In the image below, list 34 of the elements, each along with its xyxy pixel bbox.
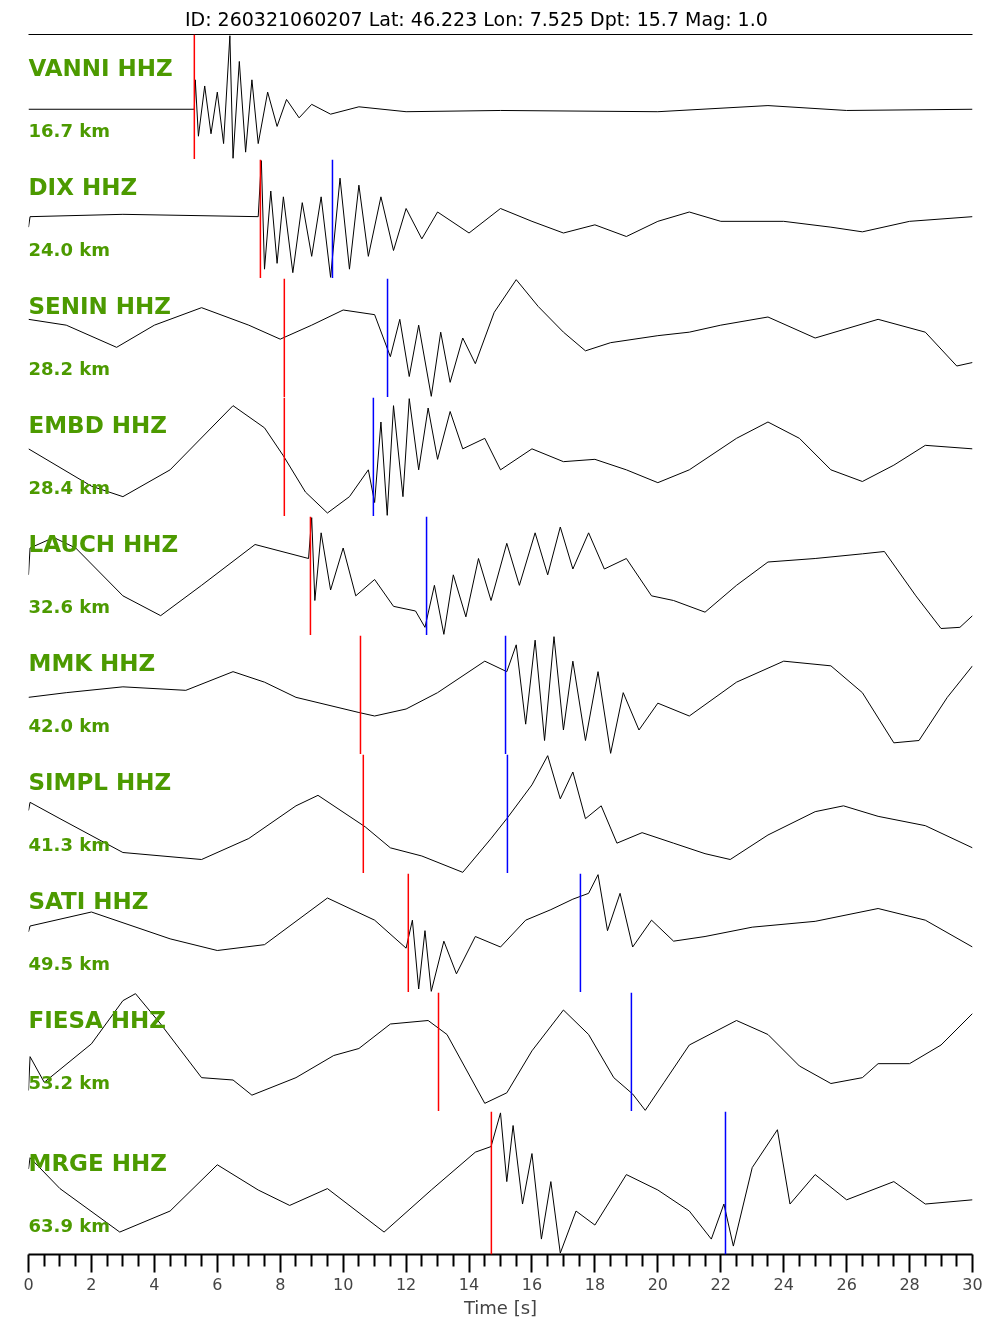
x-tick-label: 24 [773, 1274, 794, 1294]
annotation: MMK HHZ [28, 649, 156, 676]
x-tick-label: 26 [836, 1274, 857, 1294]
x-tick-label: 2 [86, 1274, 97, 1294]
x-axis-title: Time [s] [462, 1296, 538, 1318]
x-tick-label: 30 [962, 1274, 983, 1294]
annotation: SENIN HHZ [28, 292, 172, 319]
annotation: SIMPL HHZ [28, 768, 172, 795]
annotation: 24.0 km [28, 238, 110, 260]
annotation: VANNI HHZ [28, 54, 173, 81]
annotation: EMBD HHZ [28, 411, 167, 438]
x-tick-label: 14 [458, 1274, 480, 1294]
annotation: 63.9 km [28, 1214, 110, 1236]
x-tick-label: 4 [149, 1274, 160, 1294]
x-tick-label: 20 [647, 1274, 669, 1294]
annotation: SATI HHZ [28, 887, 149, 914]
chart-title: ID: 260321060207 Lat: 46.223 Lon: 7.525 Dpt: 15.7 Mag: 1.0 [184, 7, 768, 30]
x-tick-label: 12 [395, 1274, 417, 1294]
x-tick-label: 18 [584, 1274, 606, 1294]
x-tick-label: 0 [23, 1274, 34, 1294]
annotation: 32.6 km [28, 595, 110, 617]
annotation: 16.7 km [28, 119, 110, 141]
x-tick-label: 10 [332, 1274, 354, 1294]
x-tick-label: 22 [710, 1274, 731, 1294]
x-tick-label: 6 [212, 1274, 223, 1294]
annotation: 41.3 km [28, 833, 110, 855]
annotation: 49.5 km [28, 952, 110, 974]
annotation: 28.2 km [28, 357, 110, 379]
x-tick-label: 8 [275, 1274, 286, 1294]
annotation: DIX HHZ [28, 173, 138, 200]
x-tick-label: 16 [521, 1274, 543, 1294]
annotation: 42.0 km [28, 714, 110, 736]
x-tick-label: 28 [899, 1274, 920, 1294]
annotation: 53.2 km [28, 1071, 110, 1093]
